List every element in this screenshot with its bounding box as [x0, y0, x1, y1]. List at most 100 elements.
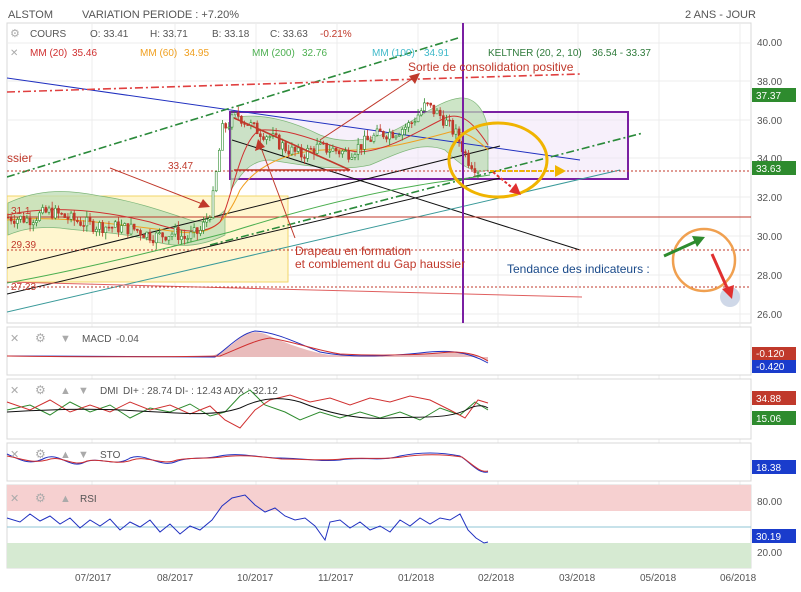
price-badge-upper — [752, 88, 796, 102]
candle-body — [359, 144, 363, 150]
candle-body — [123, 223, 127, 226]
candle-body — [60, 212, 63, 215]
candle-body — [19, 215, 22, 220]
forecast-arrow-red — [509, 183, 521, 195]
gear-icon[interactable]: ⚙ — [35, 331, 46, 345]
arrow-up-icon[interactable]: ▲ — [60, 449, 71, 461]
legend-keltner-value: 36.54 - 33.37 — [592, 48, 651, 59]
candle-body — [350, 157, 354, 160]
candle-body — [148, 231, 152, 241]
close-icon[interactable]: ✕ — [10, 493, 19, 505]
dmi-badge-1 — [752, 391, 796, 405]
candle-body — [423, 102, 426, 111]
candle-body — [177, 226, 180, 240]
candle-body — [363, 135, 366, 150]
arrow-up-icon[interactable]: ▲ — [60, 385, 71, 397]
rsi-tick-high: 80.00 — [757, 497, 782, 508]
candle-body — [432, 104, 436, 115]
candle-body — [208, 217, 212, 220]
candle-body — [224, 123, 227, 129]
gear-icon[interactable]: ⚙ — [35, 491, 46, 505]
candle-body — [192, 227, 196, 233]
arrowhead-consolidation — [198, 199, 210, 208]
close-icon[interactable]: ✕ — [10, 333, 19, 345]
keltner-band-1 — [7, 191, 226, 246]
trend-arrow-red — [710, 253, 730, 291]
candle-body — [218, 149, 221, 172]
legend-mm20-value: 35.46 — [72, 48, 97, 59]
candle-body — [199, 230, 202, 234]
annotation-breakout: Sortie de consolidation positive — [408, 60, 574, 74]
price-badge-current — [752, 161, 796, 175]
annotation-left-cut: ssier — [7, 151, 32, 165]
candle-body — [290, 146, 294, 155]
candle-body — [120, 225, 123, 233]
close-icon[interactable]: ✕ — [10, 48, 18, 59]
candle-body — [344, 150, 347, 152]
candle-body — [451, 120, 455, 135]
rsi-panel: ✕ ⚙ ▲ RSI 80.00 20.00 30.19 — [6, 484, 796, 569]
arrow-up-icon[interactable]: ▲ — [60, 493, 71, 505]
candle-body — [167, 236, 171, 241]
candle-body — [426, 102, 429, 105]
candle-body — [429, 102, 432, 106]
trendline-black-up — [7, 145, 501, 269]
candle-body — [104, 226, 108, 233]
candle-body — [296, 147, 300, 152]
x-tick: 11/2017 — [318, 573, 354, 584]
y-tick: 28.00 — [757, 271, 782, 282]
candle-body — [85, 217, 89, 227]
x-tick: 05/2018 — [640, 573, 677, 584]
macd-panel: ✕ ⚙ ▼ MACD -0.04 -0.120 -0.420 — [6, 326, 796, 376]
macd-signal — [6, 337, 489, 362]
candle-body — [337, 150, 341, 155]
candle-body — [372, 134, 376, 142]
candle-body — [117, 221, 120, 233]
candle-body — [9, 217, 13, 222]
rsi-overbought-zone — [7, 485, 751, 511]
x-tick: 10/2017 — [237, 573, 274, 584]
candle-body — [38, 212, 41, 221]
x-tick: 07/2017 — [75, 573, 112, 584]
x-tick: 08/2017 — [157, 573, 194, 584]
legend-mm20: MM (20) — [30, 48, 67, 59]
candle-body — [113, 221, 117, 228]
candle-body — [107, 226, 111, 229]
price-legend: ⚙ COURS O: 33.41 H: 33.71 B: 33.18 C: 33… — [10, 28, 651, 59]
candle-body — [202, 221, 205, 231]
arrow-down-icon[interactable]: ▼ — [78, 449, 89, 461]
candle-body — [328, 150, 332, 153]
candle-body — [145, 231, 149, 238]
arrow-to-breakout — [319, 76, 416, 141]
period-selector[interactable]: 2 ANS - JOUR — [685, 9, 756, 21]
candle-body — [322, 142, 325, 145]
candle-body — [151, 239, 155, 244]
candle-body — [442, 115, 445, 126]
candle-body — [221, 123, 224, 151]
trendline-green-dash-low — [209, 132, 644, 246]
rsi-oversold-zone — [7, 543, 751, 568]
arrow-down-icon[interactable]: ▼ — [60, 333, 71, 345]
candle-body — [315, 143, 319, 154]
candle-body — [195, 227, 199, 234]
candle-body — [158, 232, 161, 234]
candle-body — [164, 236, 168, 241]
gear-icon[interactable]: ⚙ — [35, 383, 46, 397]
rsi-label: RSI — [80, 494, 97, 505]
close-icon[interactable]: ✕ — [10, 449, 19, 461]
candle-body — [435, 109, 439, 115]
candle-body — [287, 150, 291, 155]
price-panel: Sortie de consolidation positive Drapeau… — [6, 22, 796, 568]
candle-body — [214, 171, 218, 192]
level-label-31: 31.1 — [11, 206, 31, 217]
gear-icon[interactable]: ⚙ — [35, 447, 46, 461]
legend-mm60: MM (60) — [140, 48, 177, 59]
variation-period: VARIATION PERIODE : +7.20% — [82, 9, 239, 21]
gear-icon[interactable]: ⚙ — [10, 28, 20, 40]
legend-mm60-value: 34.95 — [184, 48, 209, 59]
close-icon[interactable]: ✕ — [10, 385, 19, 397]
x-tick: 01/2018 — [398, 573, 435, 584]
candle-body — [76, 219, 79, 222]
arrow-to-consolidation — [109, 167, 206, 206]
arrow-down-icon[interactable]: ▼ — [78, 385, 89, 397]
